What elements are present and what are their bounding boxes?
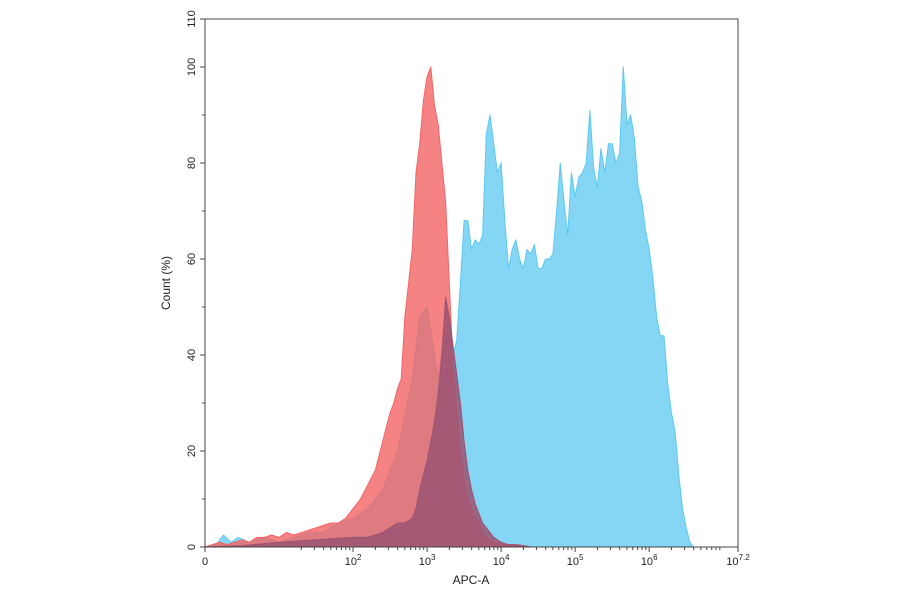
x-tick-label: 0 [202,556,208,568]
x-tick-label: 105 [567,553,584,568]
y-tick-label: 80 [186,157,198,169]
y-tick-label: 100 [186,58,198,76]
y-tick-label: 110 [186,10,198,28]
y-tick-label: 40 [186,349,198,361]
x-tick-label: 106 [641,553,658,568]
y-tick-label: 60 [186,253,198,265]
y-axis-title: Count (%) [159,256,173,310]
x-tick-label: 104 [493,553,510,568]
tick-layer: 0 20 40 60 80 100 110 0 102 103 104 105 106 107.2 [186,10,750,568]
x-tick-label: 103 [419,553,436,568]
x-axis-title: APC-A [453,573,490,587]
x-tick-label: 107.2 [726,553,750,568]
y-tick-label: 20 [186,445,198,457]
series-3-area [204,296,532,548]
x-tick-label: 102 [345,553,362,568]
series-area-layer [204,66,717,548]
y-tick-label: 0 [186,544,198,550]
